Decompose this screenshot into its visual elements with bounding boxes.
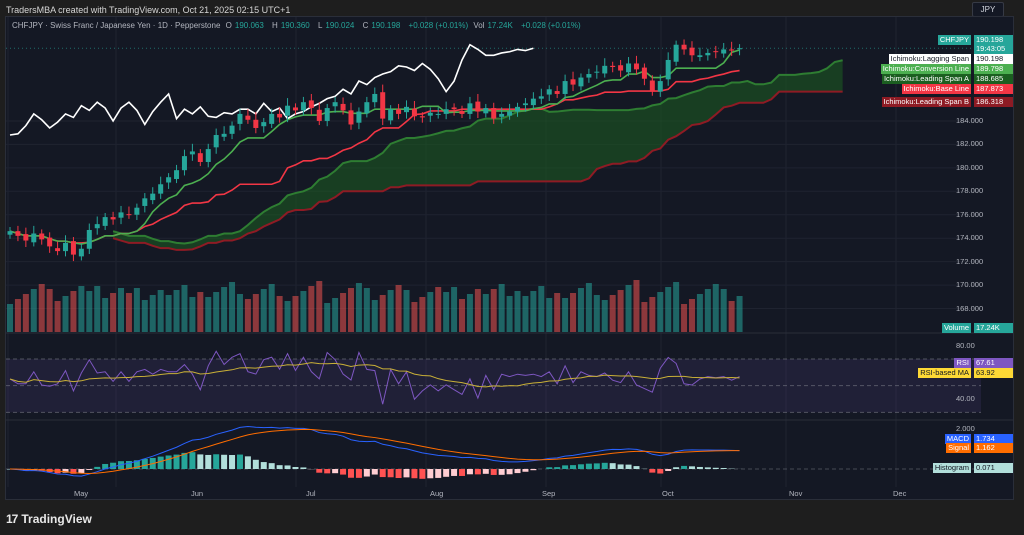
price-axis-label: 184.000 — [956, 115, 984, 125]
volume-legend: Vol 17.24K — [473, 21, 513, 30]
ohlc-change: +0.028 (+0.01%) — [408, 21, 469, 30]
tag-ichimoku-lagging-span-value: 190.198 — [974, 54, 1013, 64]
tag-rsi-value: 67.61 — [974, 358, 1013, 368]
chart-canvas[interactable] — [6, 17, 1014, 500]
tag-rsi-based-ma-label: RSI-based MA — [918, 368, 971, 378]
bar-countdown: 19:43:05 — [974, 44, 1013, 54]
tag-ichimoku-leading-span-a-value: 188.685 — [974, 74, 1013, 84]
tag-ichimoku-leading-span-b-label: Ichimoku:Leading Span B — [881, 97, 971, 107]
volume-change: +0.028 (+0.01%) — [521, 21, 581, 30]
ohlc-low: L 190.024 — [317, 21, 355, 30]
chart-frame[interactable]: CHFJPY · Swiss Franc / Japanese Yen · 1D… — [5, 16, 1014, 500]
tag-histogram-value: 0.071 — [974, 463, 1013, 473]
currency-button[interactable]: JPY — [972, 2, 1004, 17]
price-axis-label: 80.00 — [956, 340, 975, 350]
price-axis-label: 2.000 — [956, 424, 975, 433]
time-axis-label: Aug — [430, 489, 444, 498]
ohlc-close: C 190.198 — [362, 21, 401, 30]
tag-ichimoku-leading-span-a-label: Ichimoku:Leading Span A — [881, 74, 971, 84]
time-axis-label: Dec — [893, 489, 907, 498]
chart-credit: TradersMBA created with TradingView.com,… — [6, 5, 291, 15]
ohlc-open: O 190.063 — [225, 21, 264, 30]
tag-macd-label: MACD — [944, 434, 971, 444]
price-axis-label: 168.000 — [956, 303, 984, 313]
tag-signal-value: 1.162 — [974, 443, 1013, 453]
tag-ichimoku-conversion-line-value: 189.798 — [974, 64, 1013, 74]
ohlc-high: H 190.360 — [272, 21, 310, 30]
price-axis-label: 170.000 — [956, 280, 984, 290]
tag-ichimoku-lagging-span-label: Ichimoku:Lagging Span — [888, 54, 971, 64]
tag-signal-label: Signal — [946, 443, 971, 453]
time-axis-label: Jun — [191, 489, 204, 498]
time-axis-label: Sep — [542, 489, 556, 498]
tag-ichimoku-leading-span-b-value: 186.318 — [974, 97, 1013, 107]
tradingview-logo-icon: 17 — [6, 512, 18, 526]
symbol-legend: CHFJPY · Swiss Franc / Japanese Yen · 1D… — [12, 21, 584, 30]
symbol-title[interactable]: CHFJPY · Swiss Franc / Japanese Yen · 1D… — [12, 21, 221, 30]
price-axis-label: 176.000 — [956, 209, 984, 219]
price-axis-label: 182.000 — [956, 139, 984, 149]
tag-rsi-label: RSI — [954, 358, 971, 368]
time-axis-label: Oct — [662, 489, 674, 498]
price-axis-label: 40.00 — [956, 394, 975, 403]
tradingview-logo: 17 TradingView — [6, 512, 92, 526]
tag-volume-label: Volume — [941, 323, 971, 333]
tag-chfjpy-label: CHFJPY — [937, 35, 971, 45]
tag-ichimoku-base-line-label: Ichimoku:Base Line — [901, 84, 971, 94]
time-axis-label: Jul — [306, 489, 316, 498]
tag-ichimoku-base-line-value: 187.873 — [974, 84, 1013, 94]
tag-chfjpy-value: 190.198 — [974, 35, 1013, 45]
price-axis-label: 178.000 — [956, 186, 984, 196]
tag-histogram-label: Histogram — [932, 463, 971, 473]
tag-rsi-based-ma-value: 63.92 — [974, 368, 1013, 378]
time-axis-label: Nov — [789, 489, 803, 498]
time-axis-label: May — [74, 489, 89, 498]
price-axis-label: 172.000 — [956, 256, 984, 266]
tag-macd-value: 1.734 — [974, 434, 1013, 444]
price-axis-label: 174.000 — [956, 233, 984, 243]
price-axis-label: 180.000 — [956, 162, 984, 172]
tag-volume-value: 17.24K — [974, 323, 1013, 333]
tag-ichimoku-conversion-line-label: Ichimoku:Conversion Line — [880, 64, 971, 74]
brand-name: TradingView — [21, 512, 92, 526]
